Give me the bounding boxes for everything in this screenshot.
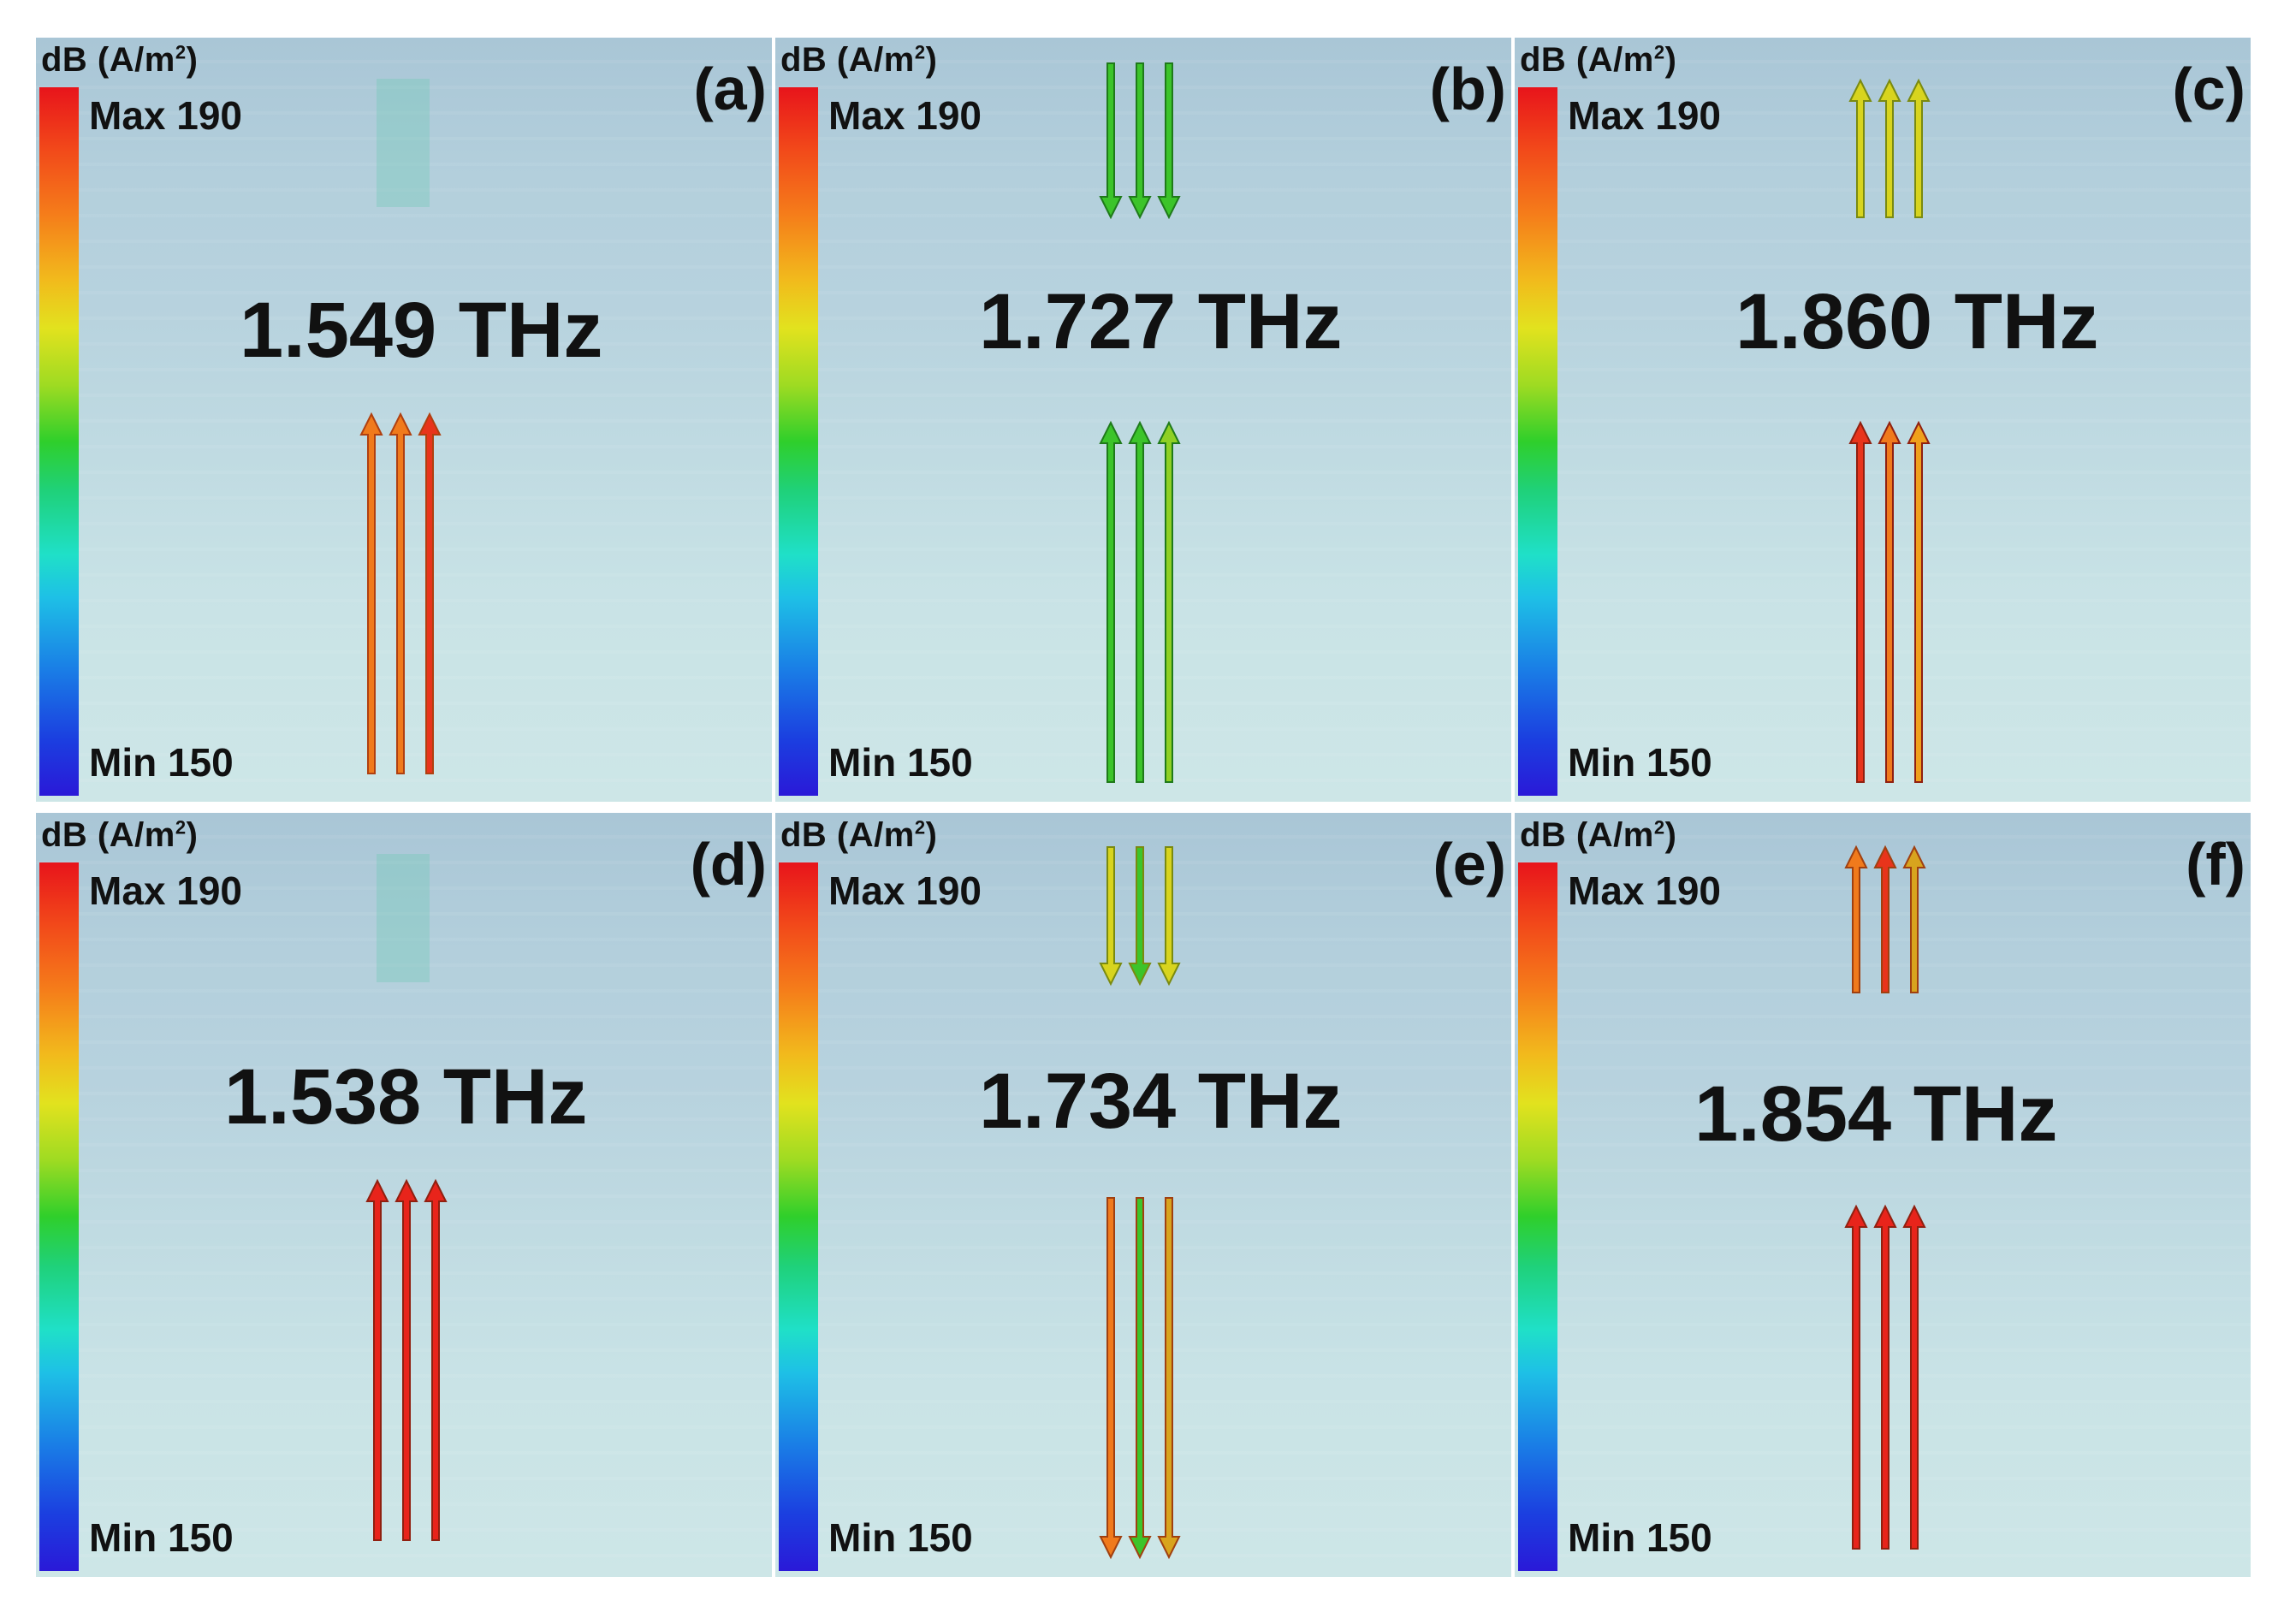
frequency-label: 1.538 THz	[224, 1053, 588, 1141]
colorbar	[1518, 862, 1557, 1571]
colorbar-unit: dB (A/m2)	[41, 816, 199, 854]
upper-current-arrows	[1848, 78, 1931, 218]
colorbar-min: Min 150	[1568, 740, 1712, 785]
colorbar-max: Max 190	[89, 868, 243, 913]
colorbar-max: Max 190	[828, 868, 982, 913]
upper-current-arrows	[1099, 846, 1181, 987]
colorbar-unit: dB (A/m2)	[780, 816, 938, 854]
colorbar-unit: dB (A/m2)	[41, 41, 199, 79]
colorbar-unit: dB (A/m2)	[1520, 816, 1677, 854]
panel-e: dB (A/m2) Max 190 Min 150 (e) 1.734 THz	[775, 813, 1511, 1577]
upper-resonator	[377, 79, 430, 207]
panel-label: (a)	[693, 56, 767, 122]
panel-d: dB (A/m2) Max 190 Min 150 (d) 1.538 THz	[36, 813, 772, 1577]
colorbar-max: Max 190	[89, 93, 243, 138]
colorbar-min: Min 150	[828, 740, 973, 785]
lower-current-arrows	[1099, 420, 1181, 783]
panel-c: dB (A/m2) Max 190 Min 150 (c) 1.860 THz	[1515, 38, 2251, 802]
frequency-label: 1.549 THz	[240, 287, 603, 374]
colorbar-min: Min 150	[89, 740, 234, 785]
frequency-label: 1.727 THz	[979, 278, 1343, 365]
frequency-label: 1.734 THz	[979, 1058, 1343, 1145]
frequency-label: 1.854 THz	[1694, 1070, 2058, 1158]
colorbar-max: Max 190	[828, 93, 982, 138]
panel-label: (b)	[1429, 56, 1506, 122]
colorbar-min: Min 150	[1568, 1515, 1712, 1560]
colorbar-max: Max 190	[1568, 868, 1722, 913]
upper-current-arrows	[1099, 62, 1181, 220]
colorbar-max: Max 190	[1568, 93, 1722, 138]
panel-b: dB (A/m2) Max 190 Min 150 (b) 1.727 THz	[775, 38, 1511, 802]
lower-current-arrows	[1848, 420, 1931, 783]
colorbar	[1518, 87, 1557, 796]
colorbar	[779, 862, 818, 1571]
colorbar-min: Min 150	[828, 1515, 973, 1560]
panel-f: dB (A/m2) Max 190 Min 150 (f) 1.854 THz	[1515, 813, 2251, 1577]
colorbar	[779, 87, 818, 796]
colorbar	[39, 862, 79, 1571]
lower-current-arrows	[359, 412, 442, 774]
colorbar-unit: dB (A/m2)	[1520, 41, 1677, 79]
panel-label: (f)	[2186, 831, 2245, 898]
panel-a: dB (A/m2) Max 190 Min 150 (a) 1.549 THz	[36, 38, 772, 802]
frequency-label: 1.860 THz	[1735, 278, 2099, 365]
colorbar-unit: dB (A/m2)	[780, 41, 938, 79]
colorbar-min: Min 150	[89, 1515, 234, 1560]
lower-current-arrows	[365, 1178, 448, 1541]
panel-label: (e)	[1433, 831, 1506, 898]
upper-current-arrows	[1844, 845, 1926, 993]
panel-label: (d)	[690, 831, 767, 898]
colorbar	[39, 87, 79, 796]
upper-resonator	[377, 854, 430, 982]
lower-current-arrows	[1099, 1197, 1181, 1560]
panel-label: (c)	[2172, 56, 2245, 122]
lower-current-arrows	[1844, 1204, 1926, 1550]
